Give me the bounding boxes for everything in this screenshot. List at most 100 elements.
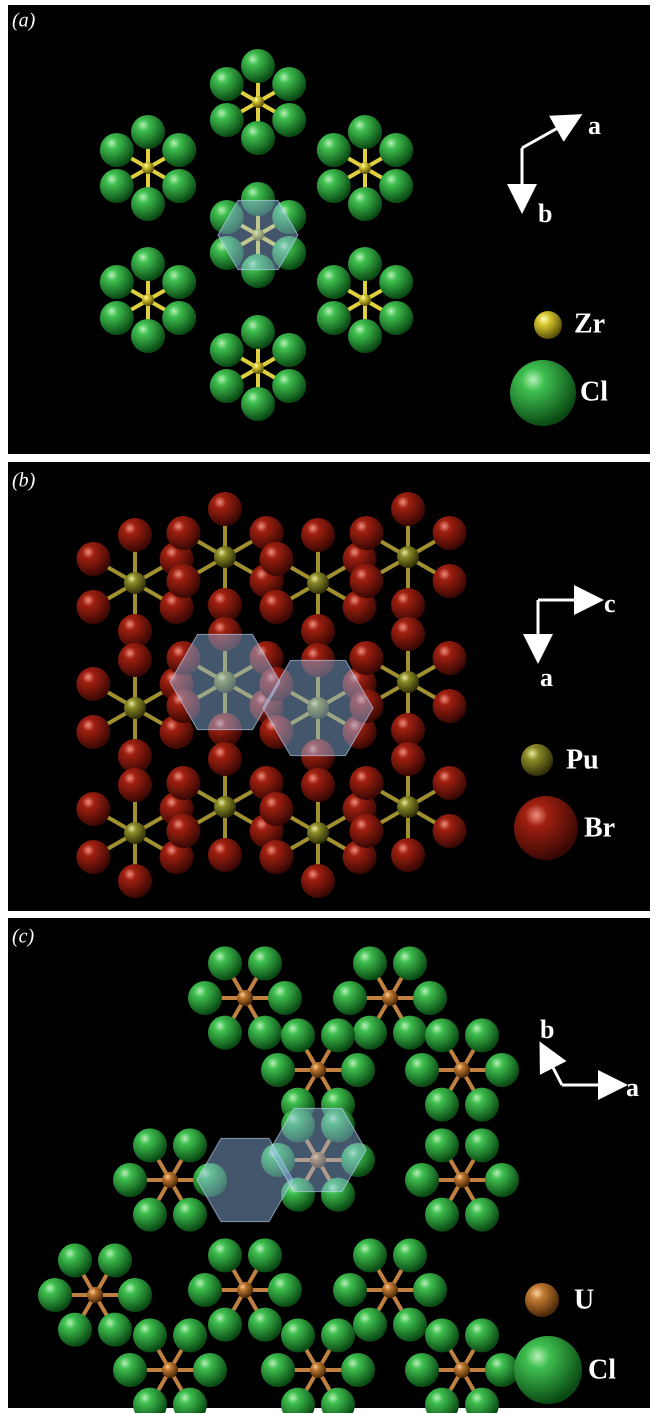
atom <box>301 768 335 802</box>
atom <box>317 265 351 299</box>
atom <box>391 617 425 651</box>
atom <box>98 1313 132 1347</box>
atom <box>425 1128 459 1162</box>
atom <box>391 492 425 526</box>
atom <box>259 542 293 576</box>
atom <box>248 1238 282 1272</box>
atom <box>208 1238 242 1272</box>
legend-label: Pu <box>566 744 599 775</box>
atom <box>317 133 351 167</box>
atom <box>118 768 152 802</box>
atom <box>131 319 165 353</box>
panel-label: (c) <box>12 926 35 948</box>
atom <box>379 301 413 335</box>
atom <box>349 564 383 598</box>
atom <box>425 1318 459 1352</box>
atom <box>425 1198 459 1232</box>
atom <box>333 981 367 1015</box>
atom <box>268 1273 302 1307</box>
atom <box>349 516 383 550</box>
atom <box>208 492 242 526</box>
atom <box>393 946 427 980</box>
atom <box>76 792 110 826</box>
atom <box>510 360 576 426</box>
atom <box>131 247 165 281</box>
legend-label: U <box>574 1284 594 1315</box>
atom <box>118 1278 152 1312</box>
atom <box>261 1053 295 1087</box>
atom <box>349 814 383 848</box>
atom <box>100 301 134 335</box>
atom <box>173 1198 207 1232</box>
atom <box>98 1243 132 1277</box>
atom <box>310 1362 326 1378</box>
atom <box>208 1308 242 1342</box>
atom <box>393 1308 427 1342</box>
atom <box>348 115 382 149</box>
atom <box>241 387 275 421</box>
atom <box>259 792 293 826</box>
axis-label: b <box>538 199 552 228</box>
atom <box>454 1362 470 1378</box>
atom <box>237 1282 253 1298</box>
atom <box>188 1273 222 1307</box>
atom <box>133 1128 167 1162</box>
atom <box>433 641 467 675</box>
atom <box>433 814 467 848</box>
atom <box>166 814 200 848</box>
atom <box>268 981 302 1015</box>
atom <box>333 1273 367 1307</box>
atom <box>113 1353 147 1387</box>
atom <box>272 67 306 101</box>
atom <box>166 766 200 800</box>
atom <box>118 739 152 773</box>
atom <box>307 822 329 844</box>
atom <box>465 1018 499 1052</box>
atom <box>87 1287 103 1303</box>
atom <box>281 1318 315 1352</box>
atom <box>454 1062 470 1078</box>
atom <box>379 169 413 203</box>
panel-label: (b) <box>12 470 36 492</box>
axis-label: a <box>540 663 553 692</box>
atom <box>433 564 467 598</box>
atom <box>100 169 134 203</box>
atom <box>118 614 152 648</box>
atom <box>379 133 413 167</box>
atom <box>272 103 306 137</box>
atom <box>76 840 110 874</box>
figure: (a) (b) (c) a b c a b a Zr Cl Pu Br U Cl <box>0 0 656 1413</box>
atom <box>208 946 242 980</box>
atom <box>348 187 382 221</box>
atom <box>391 588 425 622</box>
atom <box>307 572 329 594</box>
atom <box>124 822 146 844</box>
atom <box>521 744 553 776</box>
atom <box>133 1198 167 1232</box>
atom <box>382 990 398 1006</box>
atom <box>248 946 282 980</box>
atom <box>241 121 275 155</box>
atom <box>162 1362 178 1378</box>
atom <box>391 713 425 747</box>
atom <box>425 1018 459 1052</box>
atom <box>405 1163 439 1197</box>
atom <box>465 1128 499 1162</box>
atom <box>162 133 196 167</box>
atom <box>465 1088 499 1122</box>
atom <box>118 518 152 552</box>
atom <box>131 187 165 221</box>
atom <box>405 1053 439 1087</box>
atom <box>166 564 200 598</box>
atom <box>465 1318 499 1352</box>
atom <box>76 667 110 701</box>
atom <box>433 766 467 800</box>
atom <box>193 1353 227 1387</box>
atom <box>397 671 419 693</box>
atom <box>241 49 275 83</box>
atom <box>391 742 425 776</box>
atom <box>454 1172 470 1188</box>
legend-label: Zr <box>574 308 605 339</box>
atom <box>321 1318 355 1352</box>
axis-label: a <box>588 111 601 140</box>
